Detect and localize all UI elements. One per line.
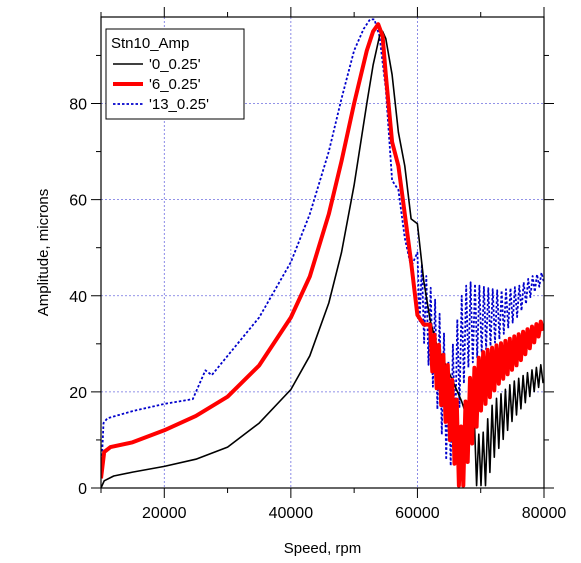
legend-entry-1: '6_0.25'	[149, 76, 201, 93]
legend-entry-2: '13_0.25'	[149, 96, 209, 113]
axis-ticks: 20000 40000 60000 80000 0 20 40 60 80	[69, 7, 566, 522]
series-line-2	[101, 18, 544, 479]
y-tick-label: 80	[69, 97, 87, 114]
series-line-1	[101, 22, 544, 488]
plot-frame	[100, 16, 545, 489]
y-tick-label: 20	[69, 385, 87, 402]
legend: Stn10_Amp '0_0.25' '6_0.25' '13_0.25'	[105, 28, 245, 120]
x-tick-label: 40000	[269, 505, 314, 522]
y-axis-label: Amplitude, microns	[35, 189, 52, 317]
x-tick-label: 80000	[522, 505, 567, 522]
x-tick-label: 60000	[395, 505, 440, 522]
legend-title: Stn10_Amp	[111, 35, 189, 52]
series-layer	[101, 18, 544, 488]
y-tick-label: 0	[78, 481, 87, 498]
y-tick-label: 60	[69, 193, 87, 210]
x-axis-label: Speed, rpm	[284, 540, 362, 557]
x-tick-label: 20000	[142, 505, 187, 522]
y-tick-label: 40	[69, 289, 87, 306]
legend-entry-0: '0_0.25'	[149, 56, 201, 73]
